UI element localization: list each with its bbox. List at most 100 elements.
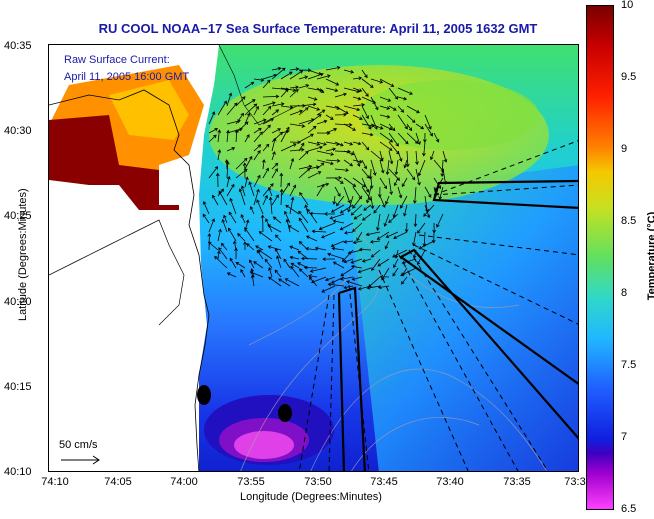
current-vector (379, 114, 391, 119)
current-vector (373, 204, 381, 214)
current-vector (208, 128, 219, 134)
current-vector (379, 274, 390, 279)
current-vector (394, 159, 399, 176)
current-vector (235, 112, 244, 125)
current-vector (327, 282, 345, 287)
current-vector (307, 141, 321, 146)
sst-map[interactable] (48, 44, 579, 472)
current-vector (238, 188, 246, 206)
current-vector (262, 101, 276, 107)
current-vector (216, 250, 221, 260)
current-vector (271, 67, 286, 80)
current-vector (347, 195, 354, 213)
current-vector (352, 195, 363, 209)
current-vector (415, 132, 421, 146)
current-vector (332, 261, 345, 269)
current-vector (417, 159, 426, 177)
x-tick-8: 73:3 (564, 476, 586, 488)
current-vector (379, 96, 392, 102)
current-vector (262, 143, 270, 152)
y-tick-4: 40:15 (4, 381, 32, 393)
current-vector (289, 147, 305, 152)
x-tick-7: 73:35 (503, 476, 531, 488)
current-vector (262, 124, 271, 134)
current-vector (316, 87, 325, 93)
current-vector (240, 185, 246, 197)
current-vector (442, 150, 448, 163)
cbar-tick-5: 7.5 (621, 359, 637, 371)
current-vector (271, 162, 279, 170)
current-vector (318, 222, 336, 231)
current-vector (412, 231, 417, 247)
current-vector (361, 132, 374, 137)
current-vector (307, 96, 318, 101)
current-vector (289, 70, 304, 80)
current-vector (325, 66, 341, 71)
current-vector (365, 231, 381, 237)
current-vector (370, 159, 377, 176)
current-vector (379, 123, 393, 131)
current-vector (322, 257, 336, 261)
current-vector (289, 123, 306, 128)
current-vector (401, 258, 417, 265)
current-vector (379, 150, 384, 162)
current-vector (223, 214, 228, 224)
current-vector (242, 162, 247, 179)
island-1 (197, 385, 211, 405)
current-vector (297, 262, 309, 269)
current-vector (406, 168, 416, 181)
current-vector (334, 141, 344, 147)
current-vector (397, 96, 408, 101)
y-tick-1: 40:30 (4, 125, 32, 137)
current-vector (383, 213, 390, 227)
scale-label: 50 cm/s (59, 439, 98, 451)
x-axis-title: Longitude (Degrees:Minutes) (240, 491, 382, 503)
cbar-tick-3: 8.5 (621, 215, 637, 227)
current-vector (307, 105, 321, 111)
current-vector (298, 150, 309, 161)
current-vector (377, 258, 390, 267)
current-vector (298, 107, 309, 116)
colorbar-title: Temperature (°C) (646, 211, 654, 301)
current-vector (357, 267, 372, 274)
current-vector (280, 88, 289, 98)
current-vector (403, 204, 408, 217)
current-vector (358, 247, 372, 252)
current-vector (361, 78, 374, 88)
current-vector (332, 195, 337, 205)
current-vector (275, 234, 282, 242)
current-vector (339, 222, 354, 231)
current-vector (316, 109, 326, 116)
current-vector (392, 249, 408, 258)
current-vector (424, 186, 432, 198)
current-vector (330, 240, 345, 248)
current-vector (324, 276, 336, 282)
current-vector (352, 150, 361, 167)
current-vector (436, 213, 444, 228)
legend-line-1: Raw Surface Current: (64, 54, 170, 66)
current-vector (298, 210, 309, 224)
x-tick-5: 73:45 (370, 476, 398, 488)
current-vector (287, 225, 300, 233)
current-vector (343, 285, 354, 290)
current-vector (433, 186, 438, 197)
current-vector (298, 102, 317, 107)
current-vector (339, 204, 354, 214)
current-vector (244, 99, 256, 107)
current-vector (370, 78, 384, 84)
current-vector (279, 188, 284, 206)
current-vector (388, 87, 399, 100)
current-vector (289, 255, 300, 260)
current-vector (440, 159, 445, 177)
current-vector (220, 242, 228, 251)
current-vector (343, 123, 356, 131)
current-vector (283, 258, 291, 269)
current-vector (307, 72, 324, 80)
current-vector (289, 196, 295, 215)
current-vector (415, 150, 419, 166)
radial-boxes (337, 179, 578, 471)
current-vector (416, 249, 426, 266)
current-vector (388, 105, 397, 111)
current-vector (350, 258, 363, 264)
current-vector (244, 134, 250, 143)
